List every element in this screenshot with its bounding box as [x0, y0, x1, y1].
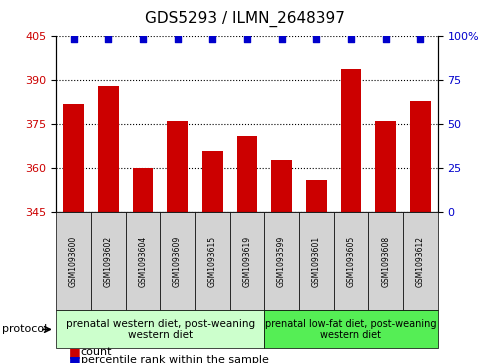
Text: GSM1093608: GSM1093608	[380, 236, 389, 287]
Text: GSM1093615: GSM1093615	[207, 236, 216, 287]
Text: count: count	[81, 347, 112, 357]
Text: GSM1093609: GSM1093609	[173, 236, 182, 287]
Text: GSM1093605: GSM1093605	[346, 236, 355, 287]
Text: prenatal western diet, post-weaning
western diet: prenatal western diet, post-weaning west…	[65, 319, 254, 340]
Text: GSM1093612: GSM1093612	[415, 236, 424, 287]
Text: percentile rank within the sample: percentile rank within the sample	[81, 355, 268, 363]
Point	[139, 36, 146, 42]
Bar	[271, 160, 291, 212]
Point	[208, 36, 216, 42]
Point	[277, 36, 285, 42]
Text: ■: ■	[68, 354, 80, 363]
Text: GSM1093600: GSM1093600	[69, 236, 78, 287]
Text: GSM1093619: GSM1093619	[242, 236, 251, 287]
Bar	[374, 121, 395, 212]
Bar	[236, 136, 257, 212]
Point	[346, 36, 354, 42]
Text: GSM1093602: GSM1093602	[103, 236, 113, 287]
Point	[173, 36, 181, 42]
Point	[416, 36, 424, 42]
Bar	[167, 121, 187, 212]
Point	[69, 36, 77, 42]
Bar	[63, 104, 84, 212]
Point	[104, 36, 112, 42]
Bar	[132, 168, 153, 212]
Bar	[98, 86, 119, 212]
Text: GSM1093601: GSM1093601	[311, 236, 320, 287]
Bar	[305, 180, 326, 212]
Point	[381, 36, 389, 42]
Text: protocol: protocol	[2, 325, 48, 334]
Point	[243, 36, 250, 42]
Text: ■: ■	[68, 346, 80, 359]
Text: prenatal low-fat diet, post-weaning
western diet: prenatal low-fat diet, post-weaning west…	[264, 319, 436, 340]
Text: GSM1093599: GSM1093599	[277, 236, 285, 287]
Point	[312, 36, 320, 42]
Text: GSM1093604: GSM1093604	[138, 236, 147, 287]
Bar	[340, 69, 361, 212]
Bar	[202, 151, 222, 212]
Bar	[409, 101, 430, 212]
Text: GDS5293 / ILMN_2648397: GDS5293 / ILMN_2648397	[144, 11, 344, 27]
